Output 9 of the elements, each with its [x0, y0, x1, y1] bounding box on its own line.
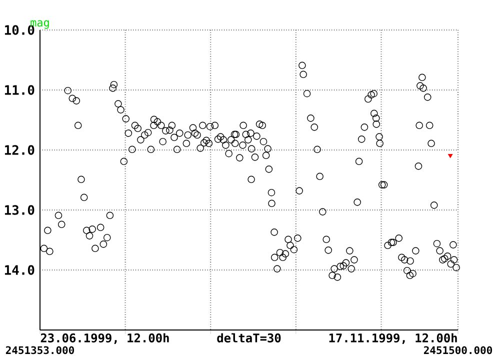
y-tick-label: 11.0: [4, 85, 34, 95]
y-tick-label: 14.0: [4, 265, 34, 275]
y-tick-label: 12.0: [4, 145, 34, 155]
x-tick-label: 2451500.000: [424, 346, 492, 354]
x-tick-label: 2451353.000: [6, 346, 74, 354]
y-tick-label: 13.0: [4, 205, 34, 215]
x-axis-title: deltaT=30: [217, 333, 281, 342]
text: 23.06.1999, 12.00h: [40, 333, 169, 344]
text: 17.11.1999, 12.00h: [329, 333, 457, 344]
